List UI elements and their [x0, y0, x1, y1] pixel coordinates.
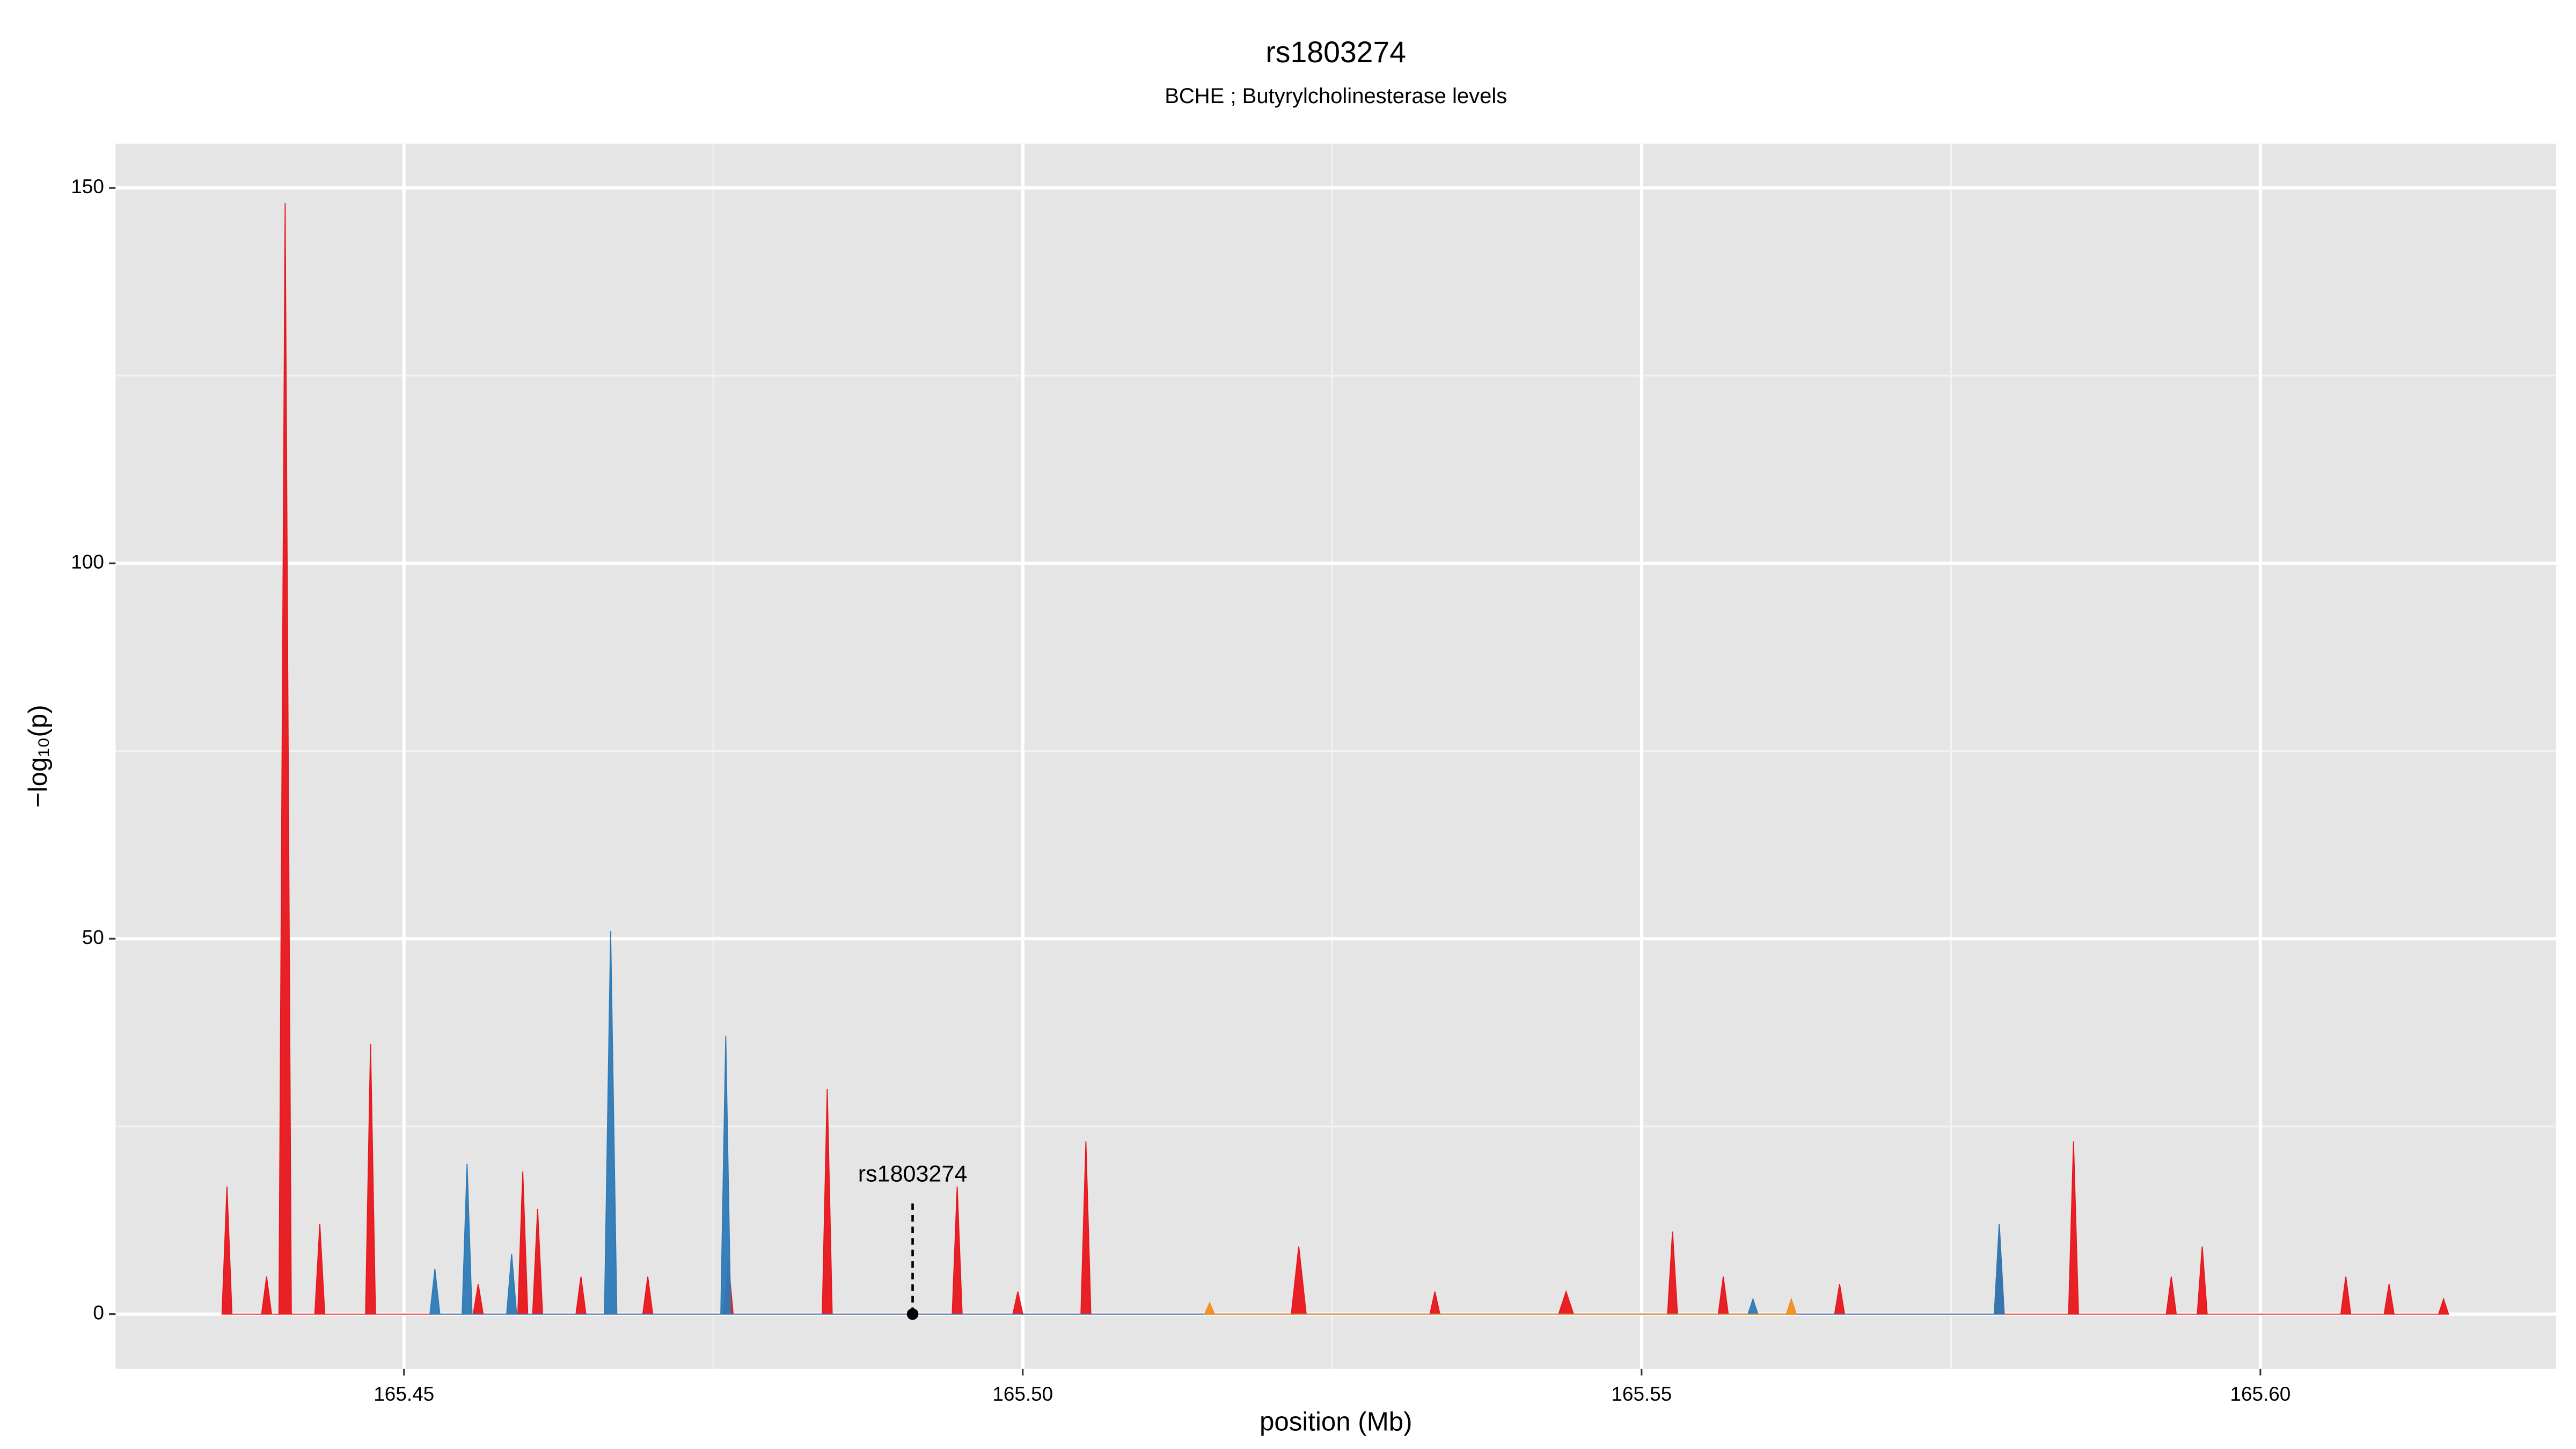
y-tick-label: 0 [93, 1301, 104, 1323]
x-tick-label: 165.45 [374, 1383, 434, 1405]
annotation-point [906, 1308, 919, 1320]
area [429, 931, 2005, 1315]
x-axis-label: position (Mb) [1260, 1407, 1412, 1436]
chart-title: rs1803274 [1265, 35, 1406, 69]
area [1204, 1297, 1797, 1315]
chart-subtitle: BCHE ; Butyrylcholinesterase levels [1165, 84, 1507, 108]
y-tick-label: 150 [71, 175, 104, 197]
x-tick-label: 165.55 [1611, 1383, 1672, 1405]
y-tick-label: 50 [82, 926, 104, 948]
x-tick-label: 165.50 [992, 1383, 1053, 1405]
annotation-label: rs1803274 [858, 1161, 968, 1187]
y-axis-label: −log₁₀(p) [23, 705, 53, 808]
x-tick-label: 165.60 [2230, 1383, 2290, 1405]
y-tick-label: 100 [71, 551, 104, 573]
plot-background [115, 143, 2557, 1369]
